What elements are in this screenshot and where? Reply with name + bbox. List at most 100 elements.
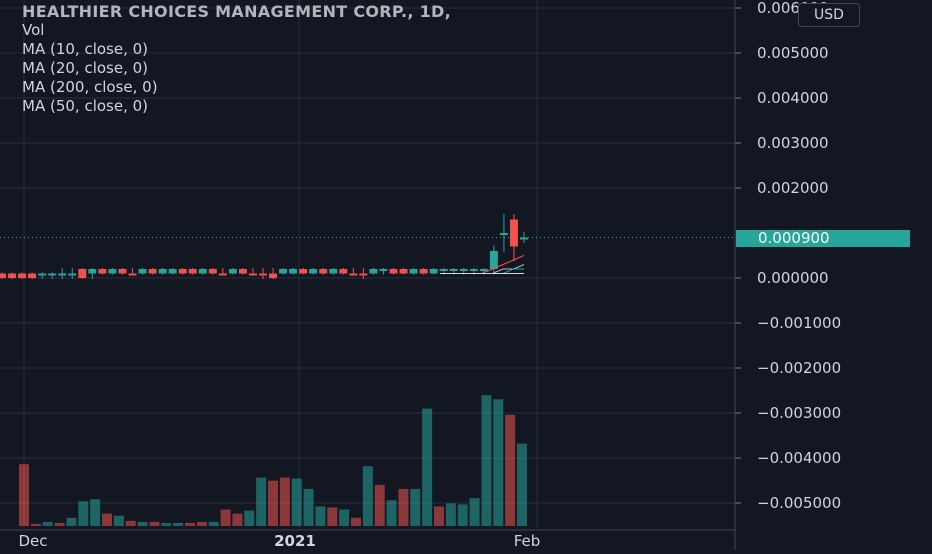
candle-body bbox=[349, 273, 358, 276]
candle-body bbox=[218, 273, 227, 276]
volume-bar bbox=[279, 477, 290, 526]
candle-body bbox=[208, 269, 217, 274]
candle-body bbox=[48, 273, 57, 276]
volume-bar bbox=[386, 500, 397, 526]
candle-body bbox=[68, 273, 77, 276]
candle-body bbox=[279, 269, 288, 274]
candle-body bbox=[38, 273, 47, 276]
candle-body bbox=[128, 273, 137, 276]
candle-body bbox=[58, 273, 67, 276]
indicator-ma-10[interactable]: MA (10, close, 0) bbox=[22, 40, 149, 58]
chart-legend: HEALTHIER CHOICES MANAGEMENT CORP., 1D, … bbox=[22, 2, 451, 116]
volume-bar bbox=[445, 503, 456, 526]
y-tick-label: −0.003000 bbox=[757, 404, 841, 422]
y-tick-label: −0.002000 bbox=[757, 359, 841, 377]
volume-bar bbox=[161, 522, 172, 526]
candle-body bbox=[389, 269, 398, 274]
candle-body bbox=[168, 269, 177, 274]
candle-body bbox=[479, 269, 488, 271]
indicator-vol[interactable]: Vol bbox=[22, 21, 45, 39]
volume-bar bbox=[268, 480, 278, 526]
volume-bar bbox=[113, 515, 124, 526]
candle-body bbox=[339, 269, 348, 274]
candle-body bbox=[419, 269, 428, 274]
candle-body bbox=[509, 219, 518, 247]
volume-bar bbox=[339, 509, 350, 526]
volume-bar bbox=[256, 477, 267, 526]
volume-bar bbox=[66, 517, 77, 526]
volume-bar bbox=[351, 517, 361, 526]
volume-bar bbox=[505, 414, 516, 526]
volume-bar bbox=[481, 395, 492, 526]
y-tick-label: 0.005000 bbox=[757, 44, 829, 62]
volume-bar bbox=[232, 513, 243, 526]
currency-button[interactable]: USD bbox=[798, 3, 860, 27]
volume-bar bbox=[90, 499, 101, 526]
candle-body bbox=[439, 269, 448, 271]
candle-body bbox=[429, 269, 438, 274]
candle-body bbox=[98, 269, 107, 274]
candle-body bbox=[469, 269, 478, 271]
candle-body bbox=[238, 269, 247, 274]
candle-body bbox=[309, 269, 318, 274]
volume-bar bbox=[303, 488, 314, 526]
candle-body bbox=[359, 273, 368, 276]
volume-bar bbox=[327, 507, 338, 526]
y-tick-label: 0.002000 bbox=[757, 179, 829, 197]
candle-body bbox=[409, 269, 418, 274]
candle-body bbox=[78, 269, 87, 278]
volume-bar bbox=[125, 520, 136, 526]
candle-body bbox=[259, 273, 267, 276]
candle-body bbox=[489, 251, 498, 269]
volume-bar bbox=[434, 506, 444, 526]
volume-bar bbox=[208, 521, 219, 526]
candle-body bbox=[178, 269, 187, 274]
candle-body bbox=[248, 273, 257, 276]
candle-body bbox=[329, 269, 338, 274]
volume-bar bbox=[244, 510, 255, 526]
y-tick-label: −0.005000 bbox=[757, 494, 841, 512]
volume-bar bbox=[517, 443, 527, 526]
volume-bar bbox=[185, 522, 195, 526]
volume-bar bbox=[374, 484, 385, 526]
y-tick-label: 0.003000 bbox=[757, 134, 829, 152]
candle-body bbox=[28, 273, 37, 278]
y-tick-label: −0.001000 bbox=[757, 314, 841, 332]
volume-bar bbox=[362, 466, 373, 526]
volume-bar bbox=[196, 521, 207, 526]
candle-body bbox=[319, 269, 328, 274]
volume-bar bbox=[220, 509, 231, 526]
volume-bar bbox=[30, 523, 41, 526]
candle-body bbox=[138, 269, 147, 274]
x-tick-label: Dec bbox=[18, 532, 47, 550]
volume-bar bbox=[315, 506, 326, 526]
volume-bar bbox=[78, 501, 89, 526]
candle-body bbox=[499, 233, 508, 235]
candle-body bbox=[8, 273, 17, 278]
indicator-ma-50[interactable]: MA (50, close, 0) bbox=[22, 97, 149, 115]
y-tick-label: 0.000000 bbox=[757, 269, 829, 287]
y-tick-label: −0.004000 bbox=[757, 449, 841, 467]
candle-body bbox=[158, 269, 167, 274]
candle-body bbox=[198, 269, 207, 274]
candle-body bbox=[299, 269, 308, 274]
volume-bar bbox=[469, 498, 480, 526]
indicator-ma-20[interactable]: MA (20, close, 0) bbox=[22, 59, 149, 77]
x-tick-label: 2021 bbox=[274, 532, 316, 550]
volume-bar bbox=[19, 464, 29, 526]
candle-body bbox=[520, 237, 528, 240]
x-tick-label: Feb bbox=[514, 532, 541, 550]
candle-body bbox=[0, 273, 6, 278]
candle-body bbox=[449, 269, 458, 271]
volume-bar bbox=[422, 408, 433, 526]
volume-bar bbox=[493, 399, 504, 526]
candle-body bbox=[399, 269, 408, 274]
indicator-ma-200[interactable]: MA (200, close, 0) bbox=[22, 78, 158, 96]
candle-body bbox=[118, 269, 127, 274]
volume-bar bbox=[173, 522, 184, 526]
y-tick-label: 0.004000 bbox=[757, 89, 829, 107]
volume-bar bbox=[137, 521, 148, 526]
volume-bar bbox=[149, 521, 160, 526]
